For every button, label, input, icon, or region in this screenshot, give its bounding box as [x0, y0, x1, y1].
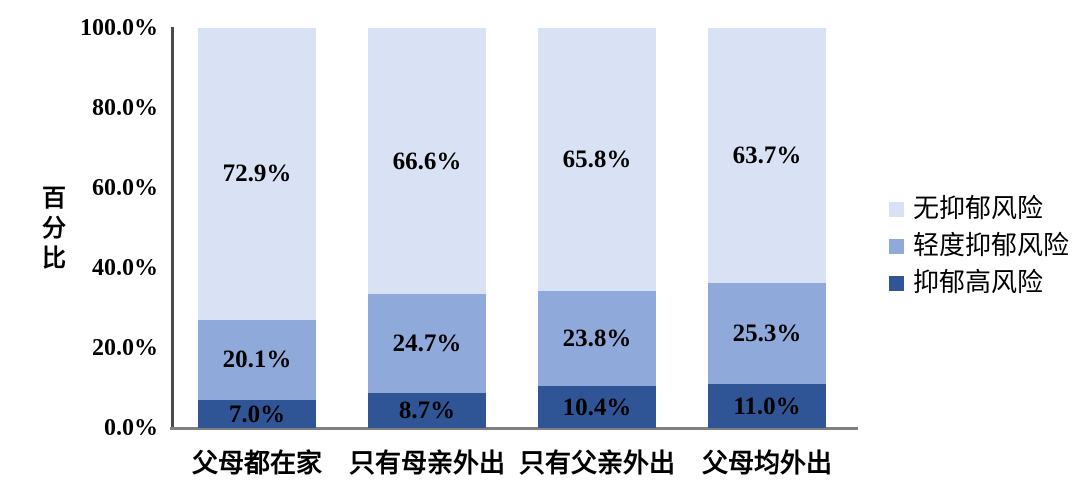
category-label-both-away: 父母均外出	[701, 449, 832, 478]
segment-high-risk: 8.7%	[368, 393, 486, 428]
data-label: 72.9%	[222, 160, 292, 188]
legend-swatch-high-risk	[889, 275, 904, 291]
segment-high-risk: 10.4%	[538, 386, 656, 428]
data-label: 8.7%	[398, 397, 456, 425]
data-label: 7.0%	[228, 400, 286, 428]
legend-label: 轻度抑郁风险	[913, 231, 1070, 260]
y-tick-label-20: 20.0%	[92, 335, 158, 361]
segment-no-risk: 65.8%	[538, 28, 656, 292]
segment-mild-risk: 25.3%	[708, 282, 826, 384]
data-label: 20.1%	[222, 346, 292, 374]
data-label: 23.8%	[562, 325, 632, 353]
segment-mild-risk: 20.1%	[198, 319, 316, 400]
y-tick-label-100: 100.0%	[80, 15, 158, 41]
bar-parents-home: 72.9% 20.1% 7.0%	[198, 28, 316, 428]
y-tick-label-60: 60.0%	[92, 175, 158, 201]
segment-high-risk: 7.0%	[198, 400, 316, 428]
segment-high-risk: 11.0%	[708, 384, 826, 428]
legend: 无抑郁风险 轻度抑郁风险 抑郁高风险	[889, 194, 1069, 305]
y-tick-label-0: 0.0%	[104, 415, 158, 441]
segment-no-risk: 66.6%	[368, 28, 486, 295]
x-axis-line	[170, 427, 858, 430]
category-label-parents-home: 父母都在家	[191, 449, 322, 478]
y-tick-label-40: 40.0%	[92, 255, 158, 281]
legend-swatch-mild-risk	[889, 238, 904, 254]
bar-father-away: 65.8% 23.8% 10.4%	[538, 28, 656, 428]
bar-both-away: 63.7% 25.3% 11.0%	[708, 28, 826, 428]
data-label: 66.6%	[392, 147, 462, 175]
data-label: 10.4%	[562, 393, 632, 421]
segment-mild-risk: 23.8%	[538, 291, 656, 387]
category-label-father-away: 只有父亲外出	[518, 449, 675, 478]
legend-item-mild-risk: 轻度抑郁风险	[889, 231, 1069, 261]
legend-item-no-risk: 无抑郁风险	[889, 194, 1069, 224]
legend-swatch-no-risk	[889, 201, 904, 217]
data-label: 24.7%	[392, 330, 462, 358]
legend-item-high-risk: 抑郁高风险	[889, 268, 1069, 298]
category-label-mother-away: 只有母亲外出	[348, 449, 505, 478]
legend-label: 抑郁高风险	[913, 268, 1044, 297]
y-axis-title: 百分比	[42, 186, 66, 272]
data-label: 65.8%	[562, 146, 632, 174]
y-axis-line	[171, 27, 174, 430]
data-label: 11.0%	[733, 392, 801, 420]
bar-mother-away: 66.6% 24.7% 8.7%	[368, 28, 486, 428]
data-label: 63.7%	[732, 141, 802, 169]
legend-label: 无抑郁风险	[913, 194, 1044, 223]
segment-no-risk: 72.9%	[198, 28, 316, 320]
data-label: 25.3%	[732, 319, 802, 347]
segment-mild-risk: 24.7%	[368, 294, 486, 394]
segment-no-risk: 63.7%	[708, 28, 826, 283]
y-tick-label-80: 80.0%	[92, 95, 158, 121]
